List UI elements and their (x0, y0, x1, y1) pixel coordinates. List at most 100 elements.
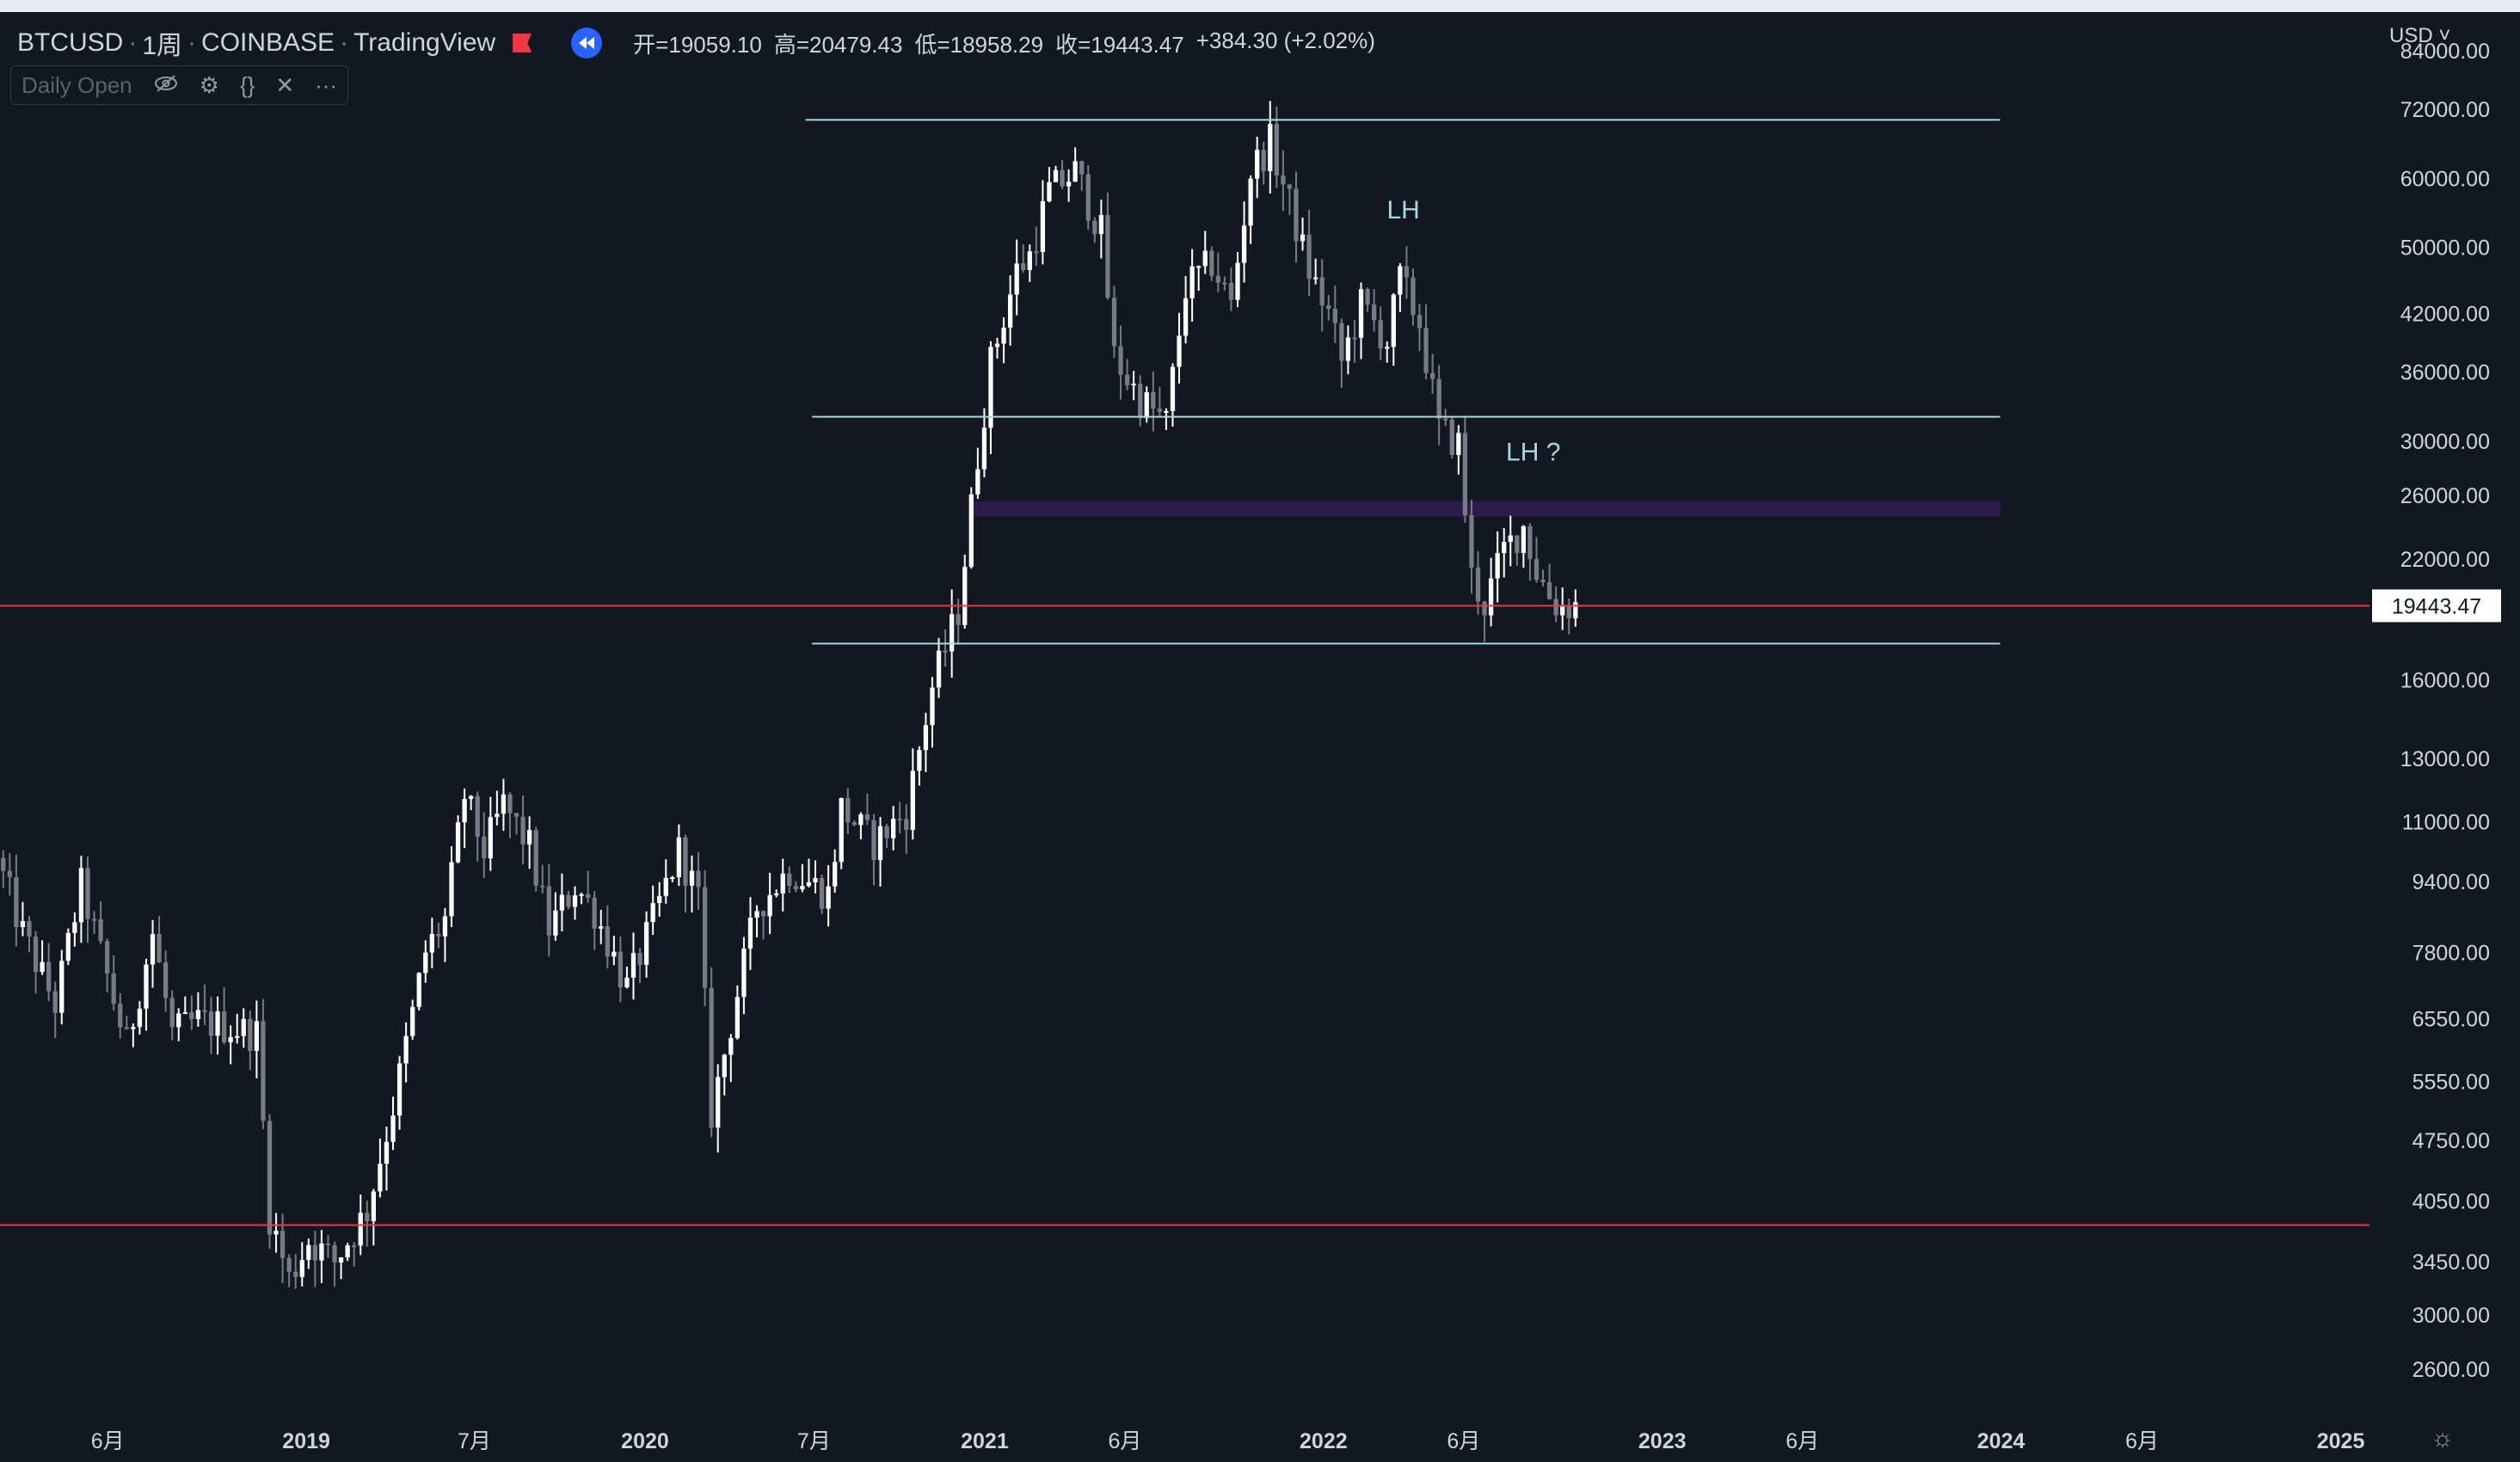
candle-body (1183, 298, 1189, 336)
candle-body (968, 494, 974, 568)
more-icon[interactable]: ··· (315, 72, 338, 98)
candle-body (1352, 337, 1357, 340)
candle-body (195, 1010, 201, 1020)
candle-body (1475, 568, 1481, 602)
candle-body (371, 1191, 376, 1222)
candle-body (65, 932, 71, 961)
candle-body (624, 977, 630, 988)
candle-body (956, 614, 961, 625)
candle-body (241, 1018, 246, 1036)
indicator-name[interactable]: Daily Open (22, 71, 132, 98)
candle-body (1449, 419, 1454, 455)
candle-body (696, 870, 701, 888)
candle-body (59, 961, 65, 1013)
candle-body (513, 813, 519, 817)
candle-body (280, 1231, 286, 1258)
candlestick-chart[interactable]: LH LH ? 84000.00 72000.00 60000.00 50000.00 4… (0, 12, 2520, 1462)
candle-body (462, 798, 467, 823)
price-tick-label: 9400.00 (2412, 870, 2490, 894)
time-tick-label: 2021 (961, 1429, 1009, 1453)
annotation-label[interactable]: LH ? (1506, 439, 1560, 467)
indicator-legend[interactable]: Daily Open ⚙ {} ✕ ··· (10, 65, 349, 105)
candle-body (833, 862, 838, 887)
candle-body (891, 818, 896, 838)
candle-body (1482, 601, 1487, 616)
candle-body (482, 836, 487, 859)
annotation-label[interactable]: LH (1386, 196, 1419, 224)
candle-body (605, 926, 610, 957)
candle-body (1502, 541, 1507, 554)
candle-body (1235, 262, 1240, 300)
price-axis[interactable]: 84000.00 72000.00 60000.00 50000.00 42000.00… (2372, 40, 2501, 1382)
candle-body (1014, 263, 1019, 295)
candle-body (553, 910, 558, 936)
candle-body (1079, 161, 1085, 175)
candle-body (1404, 266, 1410, 278)
candle-body (612, 951, 617, 957)
candle-body (14, 877, 19, 928)
candle-body (378, 1164, 383, 1192)
candle-body (1546, 581, 1552, 599)
candle-body (806, 882, 812, 887)
candle-body (1001, 327, 1006, 344)
candle-body (858, 814, 864, 826)
price-tick-label: 30000.00 (2400, 430, 2490, 454)
candle-body (91, 918, 97, 921)
chart-header: BTCUSD · 1周 · COINBASE · TradingView 开=1… (17, 24, 1375, 62)
candle-body (163, 962, 169, 998)
candle-body (851, 822, 857, 826)
candle-body (261, 1021, 266, 1121)
braces-icon[interactable]: {} (239, 72, 255, 98)
candle-body (988, 347, 993, 428)
close-icon[interactable]: ✕ (275, 72, 295, 98)
candle-body (495, 814, 500, 818)
candle-body (1378, 320, 1383, 349)
candle-body (1313, 277, 1318, 280)
time-axis[interactable]: 6月 2019 7月 2020 7月 2021 6月 2022 6月 2023 6月 2024 6月 20… (91, 1429, 2365, 1453)
gear-icon[interactable]: ⚙ (199, 72, 219, 98)
time-tick-label: 7月 (797, 1429, 831, 1453)
candle-body (436, 933, 441, 937)
candle-body (904, 819, 909, 830)
candle-body (1371, 304, 1377, 321)
high-value: 高=20479.43 (773, 31, 903, 58)
ohlc-readout: 开=19059.10 高=20479.43 低=18958.29 收=19443… (633, 28, 1375, 59)
candle-body (579, 894, 584, 896)
candle-body (1319, 277, 1325, 306)
currency-selector[interactable]: USD ˅ (2389, 24, 2451, 47)
resistance-zone[interactable] (968, 501, 2001, 517)
candle-body (1034, 251, 1039, 254)
interval-label[interactable]: 1周 (142, 32, 183, 60)
price-tick-label: 2600.00 (2412, 1358, 2490, 1382)
price-tick-label: 4050.00 (2412, 1189, 2490, 1213)
price-tick-label: 5550.00 (2412, 1070, 2490, 1094)
zone-layer (968, 501, 2001, 517)
replay-icon[interactable] (571, 28, 603, 58)
candle-body (819, 877, 825, 909)
candle-body (1385, 347, 1390, 349)
candle-body (1527, 525, 1533, 559)
time-tick-label: 6月 (1108, 1429, 1141, 1453)
price-tick-label: 50000.00 (2400, 236, 2490, 261)
candle-body (1436, 378, 1441, 419)
symbol-name[interactable]: BTCUSD (17, 28, 124, 57)
candle-body (897, 818, 902, 820)
price-tick-label: 4750.00 (2412, 1129, 2490, 1153)
candle-body (1138, 384, 1143, 418)
candle-body (150, 934, 156, 965)
exchange-label: COINBASE (201, 28, 335, 57)
candle-body (267, 1121, 273, 1235)
candle-body (455, 822, 461, 863)
eye-off-icon[interactable] (153, 74, 179, 96)
separator-dot: · (187, 28, 197, 57)
chart-settings-icon[interactable]: ☼ (2431, 1424, 2455, 1453)
candle-body (670, 876, 675, 879)
candle-body (1294, 188, 1299, 242)
chevron-down-icon: ˅ (2432, 24, 2451, 47)
flag-icon[interactable] (513, 34, 532, 52)
candle-body (1306, 234, 1312, 280)
candle-body (1255, 150, 1260, 179)
candle-body (46, 961, 52, 992)
candle-body (235, 1035, 240, 1038)
time-tick-label: 2023 (1638, 1429, 1687, 1453)
